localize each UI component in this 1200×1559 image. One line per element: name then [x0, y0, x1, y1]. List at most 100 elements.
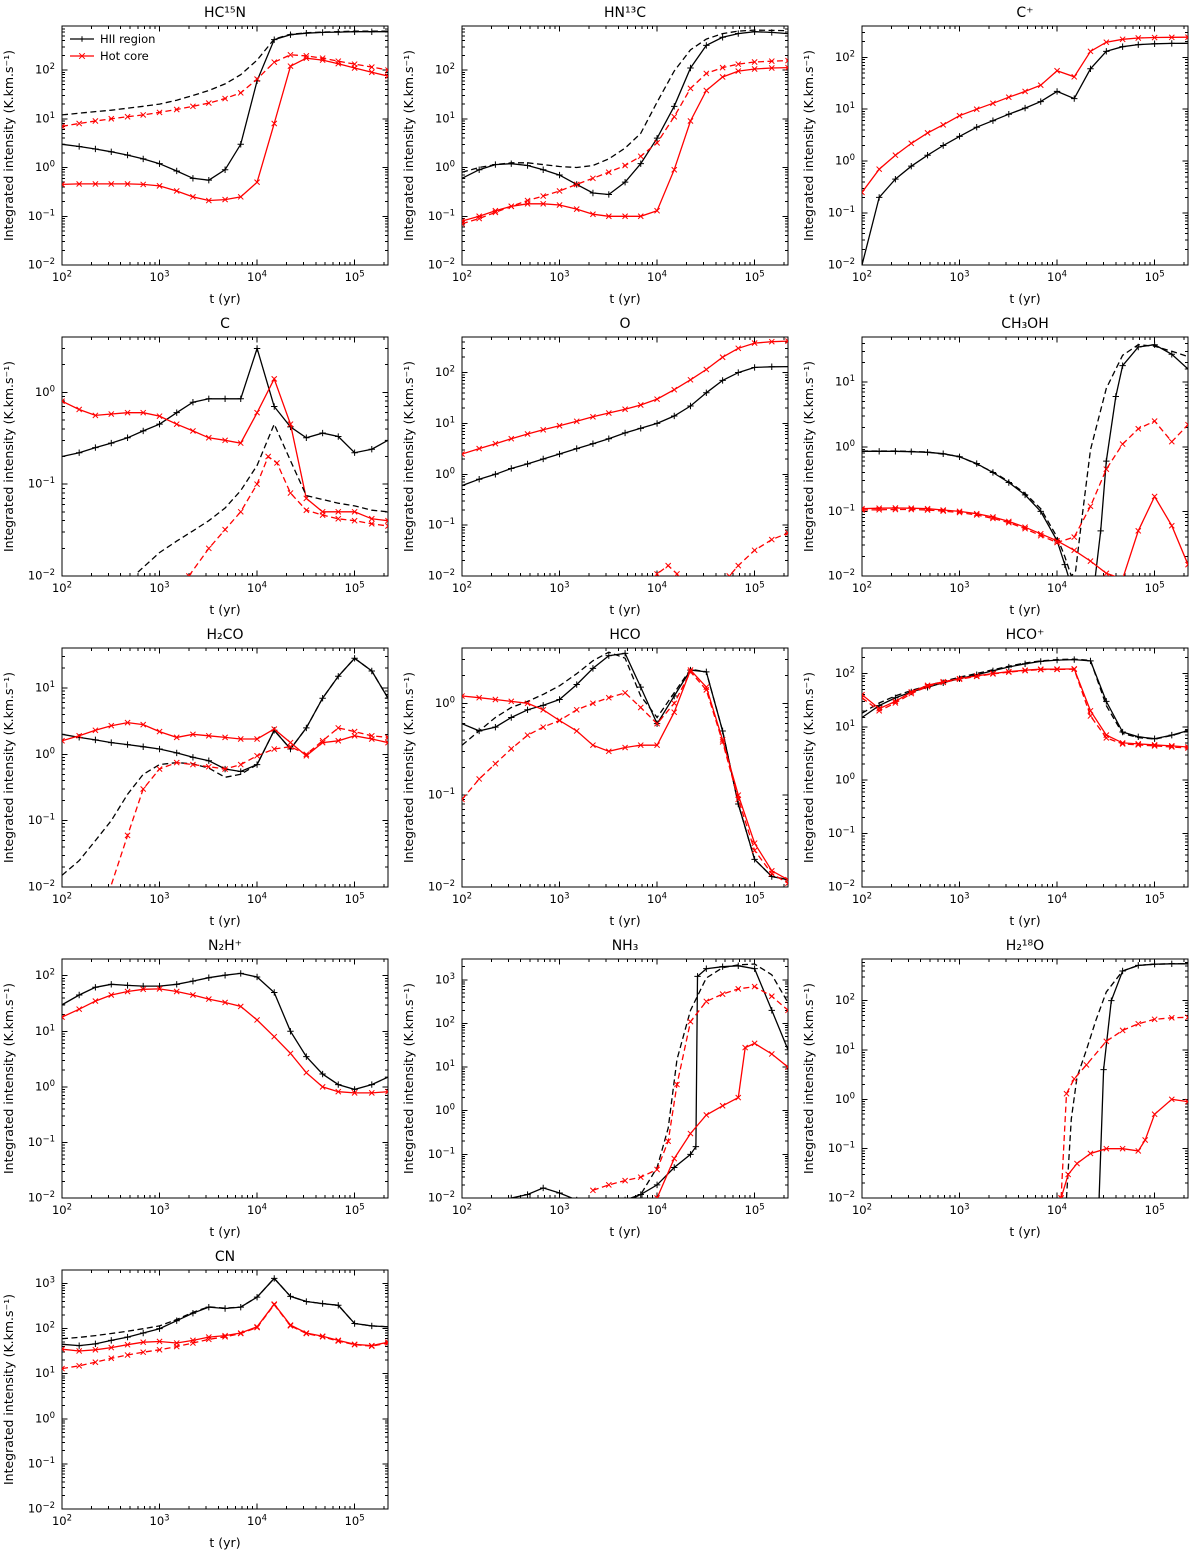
y-tick-label: 101: [835, 374, 855, 389]
x-tick-label: 103: [550, 270, 570, 285]
series-line-hii-solid: [862, 42, 1188, 265]
x-axis-label: t (yr): [609, 291, 640, 306]
y-axis-label: Integrated intensity (K.km.s⁻¹): [1, 361, 16, 552]
axis-ticks: [61, 26, 388, 266]
series-markers-hot-dashed: [462, 668, 788, 887]
series-line-hot-dashed: [188, 455, 388, 576]
chart-panel-n2h-plus: 102 103 104 105 10−2 10−1 100 101 102 N₂H⁺ t (yr) I…: [0, 933, 400, 1244]
y-tick-label: 10−1: [28, 1134, 55, 1149]
y-axis-label: Integrated intensity (K.km.s⁻¹): [1, 672, 16, 863]
x-tick-label: 102: [52, 1514, 72, 1529]
chart-panel-c-plus: 102 103 104 105 10−2 10−1 100 101 102 C⁺ t (yr) Int…: [800, 0, 1200, 311]
y-axis-label: Integrated intensity (K.km.s⁻¹): [401, 50, 416, 241]
y-tick-label: 102: [435, 1015, 455, 1030]
series-line-hii-dashed: [462, 651, 788, 881]
x-axis-label: t (yr): [209, 602, 240, 617]
y-tick-label: 10−2: [828, 879, 855, 894]
series-line-hot-dashed: [109, 727, 388, 887]
series-markers-hot-solid: [462, 667, 788, 883]
y-tick-label: 10−2: [428, 257, 455, 272]
x-tick-label: 105: [345, 270, 365, 285]
series-line-hii-solid: [862, 658, 1188, 740]
series-markers-hot-solid: [462, 64, 788, 224]
x-tick-label: 105: [1145, 581, 1165, 596]
x-tick-label: 102: [52, 270, 72, 285]
series-markers-hot-solid: [62, 719, 388, 759]
series-markers-hot-solid: [62, 55, 388, 204]
panel-title: HN¹³C: [604, 5, 646, 21]
panel-title: CH₃OH: [1001, 316, 1048, 332]
series-line-hii-dashed: [632, 963, 788, 1198]
series-line-hot-solid: [462, 340, 788, 455]
panel-title: H₂CO: [207, 627, 244, 643]
x-tick-label: 103: [150, 581, 170, 596]
x-axis-label: t (yr): [209, 1535, 240, 1550]
x-tick-label: 105: [1145, 270, 1165, 285]
axis-ticks: [61, 959, 388, 1199]
x-tick-label: 105: [745, 892, 765, 907]
x-tick-label: 102: [452, 1203, 472, 1218]
axis-ticks: [861, 648, 1188, 888]
y-tick-label: 100: [835, 772, 855, 787]
x-axis-label: t (yr): [209, 291, 240, 306]
series-group: [62, 28, 388, 204]
y-tick-label: 101: [35, 680, 55, 695]
axis-ticks: [861, 959, 1188, 1199]
chart-svg-nh3: 102 103 104 105 10−2 10−1 100 101 102 103 NH₃ t (yr…: [401, 938, 789, 1239]
x-tick-label: 105: [345, 1203, 365, 1218]
panel-title: CN: [215, 1249, 235, 1265]
series-markers-hii-solid: [462, 650, 788, 883]
series-markers-hii-solid: [62, 1275, 388, 1349]
series-line-hot-dashed: [1060, 1016, 1188, 1198]
x-tick-label: 104: [247, 1203, 267, 1218]
x-tick-label: 103: [950, 270, 970, 285]
x-tick-label: 104: [647, 581, 667, 596]
y-tick-label: 10−1: [28, 476, 55, 491]
x-tick-label: 103: [950, 1203, 970, 1218]
y-tick-label: 10−1: [428, 517, 455, 532]
y-tick-label: 101: [35, 1366, 55, 1381]
chart-panel-hco-plus: 102 103 104 105 10−2 10−1 100 101 102 HCO⁺ t (yr) I…: [800, 622, 1200, 933]
y-tick-label: 103: [435, 972, 455, 987]
panel-title: C⁺: [1016, 5, 1033, 21]
y-tick-label: 101: [435, 1059, 455, 1074]
y-tick-label: 102: [835, 665, 855, 680]
y-tick-label: 102: [35, 62, 55, 77]
y-tick-label: 100: [35, 160, 55, 175]
series-markers-hot-solid: [1058, 1096, 1188, 1198]
y-tick-label: 10−2: [28, 879, 55, 894]
series-markers-hot-solid: [654, 1040, 788, 1198]
chart-svg-h2co: 102 103 104 105 10−2 10−1 100 101 H₂CO t (yr) Inte…: [1, 627, 389, 928]
panel-title: H₂¹⁸O: [1006, 938, 1044, 954]
series-line-hii-dashed: [62, 657, 388, 876]
y-tick-label: 10−2: [828, 257, 855, 272]
x-tick-label: 102: [852, 892, 872, 907]
x-tick-label: 103: [550, 1203, 570, 1218]
series-group: [62, 345, 388, 576]
axis-ticks: [61, 337, 388, 577]
y-tick-label: 10−1: [828, 826, 855, 841]
x-axis-label: t (yr): [1009, 602, 1040, 617]
chart-panel-hco: 102 103 104 105 10−2 10−1 100 HCO t (yr) Integrat…: [400, 622, 800, 933]
x-tick-label: 104: [1047, 1203, 1067, 1218]
y-tick-label: 100: [35, 1079, 55, 1094]
series-markers-hot-dashed: [862, 666, 1188, 752]
y-tick-label: 10−1: [428, 1146, 455, 1161]
x-axis-label: t (yr): [209, 913, 240, 928]
x-tick-label: 105: [1145, 892, 1165, 907]
x-tick-label: 102: [452, 581, 472, 596]
y-tick-label: 10−2: [28, 1190, 55, 1205]
y-tick-label: 10−2: [28, 568, 55, 583]
y-tick-label: 101: [435, 111, 455, 126]
x-tick-label: 104: [1047, 581, 1067, 596]
y-tick-label: 10−1: [428, 787, 455, 802]
chart-svg-hc15n: 102 103 104 105 10−2 10−1 100 101 102 HC¹⁵N t (yr)…: [1, 5, 389, 306]
x-axis-label: t (yr): [609, 913, 640, 928]
panel-title: C: [220, 316, 230, 332]
y-axis-label: Integrated intensity (K.km.s⁻¹): [401, 672, 416, 863]
x-tick-label: 103: [950, 581, 970, 596]
axis-ticks: [61, 1270, 388, 1510]
x-tick-label: 103: [150, 270, 170, 285]
chart-svg-hco: 102 103 104 105 10−2 10−1 100 HCO t (yr) Integrat…: [401, 627, 789, 928]
